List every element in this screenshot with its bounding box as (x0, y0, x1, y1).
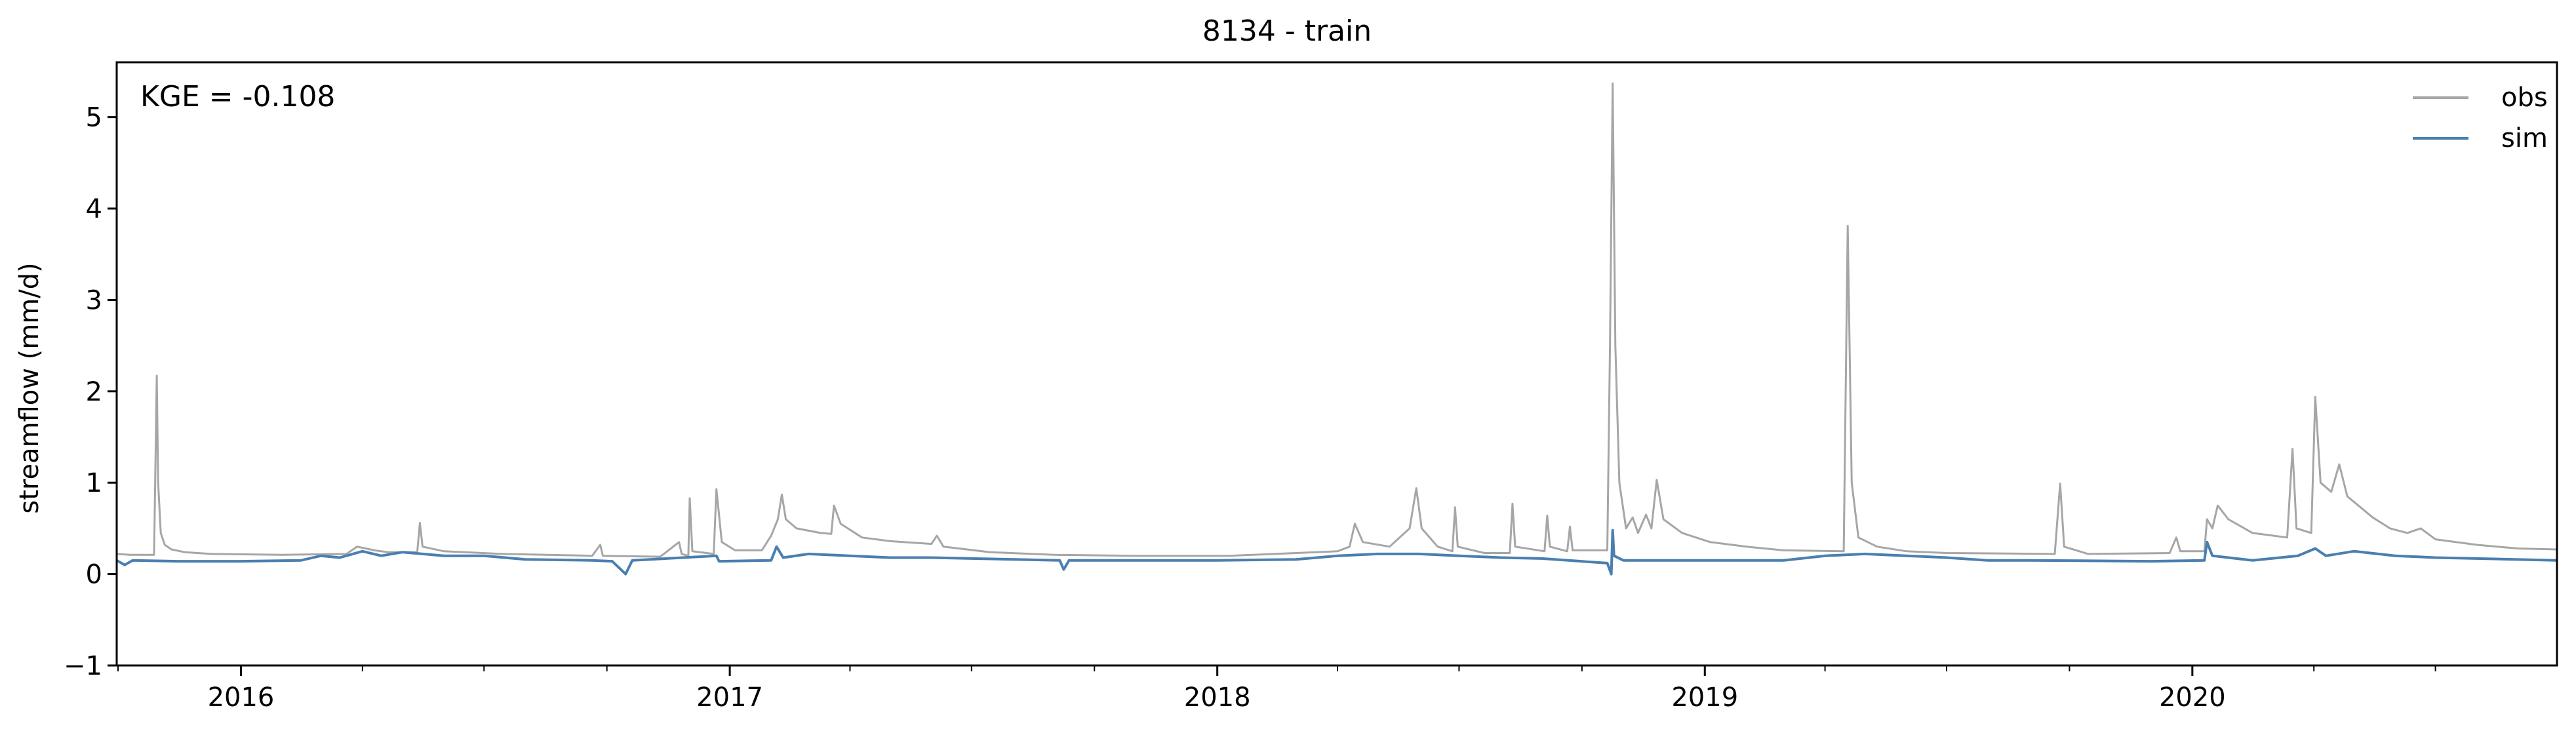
chart-title: 8134 - train (1202, 14, 1372, 48)
plot-layer (116, 82, 2558, 576)
x-tick-label: 2017 (696, 683, 763, 713)
kge-annotation: KGE = -0.108 (140, 80, 335, 113)
series-line-sim (116, 528, 2558, 576)
y-tick-label: 5 (86, 103, 102, 133)
series-line-obs (116, 82, 2558, 558)
legend-label-obs: obs (2501, 83, 2548, 113)
axes-layer: −1 0 1 2 3 4 5 2016 2017 2018 2019 2020 (64, 61, 2558, 713)
y-tick-label: 3 (86, 285, 102, 315)
legend: obs sim (2413, 83, 2548, 153)
x-tick-label: 2019 (1671, 683, 1738, 713)
x-tick-label: 2018 (1184, 683, 1251, 713)
x-tick-label: 2020 (2159, 683, 2226, 713)
plot-frame (115, 61, 2558, 667)
y-axis-label: streamflow (mm/d) (14, 262, 45, 513)
y-tick-label: 0 (86, 560, 102, 590)
y-tick-label: −1 (64, 651, 102, 681)
legend-label-sim: sim (2501, 123, 2548, 153)
x-tick-label: 2016 (208, 683, 275, 713)
y-tick-label: 2 (86, 377, 102, 407)
y-tick-label: 4 (86, 194, 102, 224)
y-tick-label: 1 (86, 468, 102, 498)
